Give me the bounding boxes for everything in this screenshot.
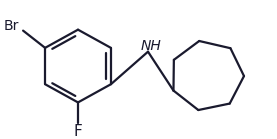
Text: F: F (74, 124, 82, 139)
Text: Br: Br (3, 19, 19, 33)
Text: NH: NH (141, 39, 161, 53)
